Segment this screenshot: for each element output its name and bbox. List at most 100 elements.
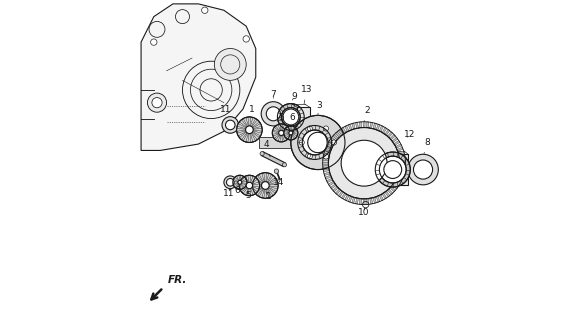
Polygon shape: [255, 175, 263, 183]
Circle shape: [260, 152, 264, 156]
Text: 1: 1: [249, 105, 255, 116]
Circle shape: [349, 174, 353, 178]
Polygon shape: [269, 184, 278, 187]
Polygon shape: [392, 137, 397, 142]
Polygon shape: [352, 197, 355, 203]
Polygon shape: [387, 132, 393, 137]
Polygon shape: [250, 117, 256, 126]
Polygon shape: [261, 152, 285, 167]
Circle shape: [341, 140, 387, 186]
Polygon shape: [253, 184, 262, 187]
Polygon shape: [345, 195, 349, 201]
Polygon shape: [363, 199, 365, 204]
Circle shape: [309, 133, 327, 152]
Polygon shape: [385, 130, 390, 135]
Polygon shape: [252, 132, 259, 140]
Polygon shape: [330, 184, 336, 189]
Polygon shape: [324, 151, 330, 154]
Polygon shape: [373, 197, 376, 203]
Polygon shape: [292, 134, 297, 138]
Circle shape: [279, 130, 284, 135]
Circle shape: [226, 179, 234, 186]
Polygon shape: [266, 173, 272, 182]
Circle shape: [375, 152, 410, 187]
Polygon shape: [359, 122, 362, 128]
Circle shape: [151, 39, 157, 45]
Polygon shape: [399, 158, 405, 161]
Polygon shape: [288, 126, 290, 131]
Text: 14: 14: [273, 179, 285, 188]
Polygon shape: [255, 188, 263, 196]
Polygon shape: [272, 132, 279, 134]
Circle shape: [236, 117, 262, 142]
Polygon shape: [240, 187, 247, 192]
Text: FR.: FR.: [168, 275, 187, 285]
Polygon shape: [387, 189, 393, 195]
Circle shape: [266, 107, 280, 121]
Polygon shape: [323, 169, 329, 172]
Circle shape: [283, 109, 299, 125]
Polygon shape: [370, 122, 373, 128]
Polygon shape: [379, 195, 383, 201]
Polygon shape: [284, 132, 290, 134]
Polygon shape: [280, 135, 283, 142]
Circle shape: [152, 98, 162, 108]
Polygon shape: [276, 124, 280, 131]
Circle shape: [284, 126, 298, 140]
Polygon shape: [396, 178, 402, 183]
Text: 8: 8: [424, 138, 430, 154]
Polygon shape: [243, 133, 248, 142]
Polygon shape: [348, 124, 352, 130]
Circle shape: [362, 143, 366, 147]
Polygon shape: [385, 191, 390, 197]
Polygon shape: [273, 134, 279, 139]
Polygon shape: [283, 127, 289, 132]
Polygon shape: [390, 134, 395, 140]
Circle shape: [233, 175, 247, 189]
Polygon shape: [348, 196, 352, 202]
Circle shape: [291, 116, 345, 170]
Polygon shape: [323, 165, 329, 168]
Circle shape: [253, 173, 278, 198]
Text: 5: 5: [278, 114, 284, 123]
Polygon shape: [285, 128, 289, 132]
Polygon shape: [273, 127, 279, 132]
Polygon shape: [352, 123, 355, 129]
Polygon shape: [338, 191, 343, 197]
Polygon shape: [239, 132, 247, 140]
Circle shape: [148, 93, 166, 112]
Circle shape: [298, 125, 332, 159]
Circle shape: [278, 104, 304, 130]
Circle shape: [299, 140, 305, 145]
Polygon shape: [259, 173, 264, 182]
Circle shape: [380, 161, 385, 165]
Polygon shape: [356, 122, 359, 128]
Circle shape: [272, 124, 290, 142]
Polygon shape: [366, 122, 369, 128]
Circle shape: [149, 21, 165, 37]
Circle shape: [222, 117, 239, 133]
Polygon shape: [248, 133, 251, 142]
Polygon shape: [276, 135, 280, 141]
Polygon shape: [394, 140, 400, 145]
Polygon shape: [370, 198, 373, 204]
Polygon shape: [236, 175, 239, 180]
Polygon shape: [233, 177, 239, 181]
Text: 3: 3: [316, 101, 322, 115]
Polygon shape: [328, 140, 334, 145]
Polygon shape: [324, 172, 330, 176]
Polygon shape: [243, 176, 248, 183]
Circle shape: [302, 130, 327, 155]
Bar: [297, 108, 310, 136]
Polygon shape: [250, 188, 256, 195]
Circle shape: [375, 148, 379, 152]
Polygon shape: [269, 187, 278, 192]
Circle shape: [215, 49, 246, 80]
Polygon shape: [252, 187, 259, 192]
Circle shape: [226, 120, 235, 130]
Polygon shape: [233, 183, 239, 188]
Circle shape: [175, 10, 189, 24]
Polygon shape: [269, 179, 278, 184]
Polygon shape: [288, 135, 290, 140]
Circle shape: [308, 132, 328, 153]
